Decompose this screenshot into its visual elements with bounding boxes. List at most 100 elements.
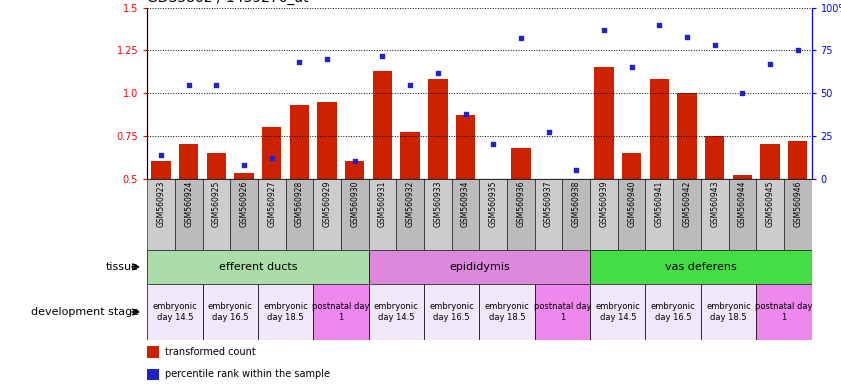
Bar (368, 284, 424, 340)
Bar (677, 93, 696, 179)
Bar (258, 179, 286, 250)
Text: postnatal day
1: postnatal day 1 (312, 302, 370, 322)
Bar (479, 179, 507, 250)
Bar (649, 79, 669, 179)
Bar (424, 284, 479, 340)
Bar (733, 175, 752, 179)
Point (542, 129, 555, 136)
Bar (230, 179, 258, 250)
Bar (788, 141, 807, 179)
Point (625, 65, 638, 71)
Bar (317, 102, 336, 179)
Text: embryonic
day 18.5: embryonic day 18.5 (706, 302, 751, 322)
Text: GSM560943: GSM560943 (710, 181, 719, 227)
Bar (535, 284, 590, 340)
Bar (456, 115, 475, 179)
Point (320, 56, 334, 62)
Bar (535, 179, 563, 250)
Bar (147, 179, 175, 250)
Bar (400, 132, 420, 179)
Bar (262, 127, 282, 179)
Point (237, 162, 251, 168)
Bar (479, 284, 535, 340)
Text: GSM560928: GSM560928 (295, 181, 304, 227)
Text: GSM560926: GSM560926 (240, 181, 249, 227)
Text: GSM560942: GSM560942 (683, 181, 691, 227)
Bar (147, 250, 368, 284)
Bar (756, 179, 784, 250)
Bar (258, 284, 313, 340)
Text: percentile rank within the sample: percentile rank within the sample (166, 369, 331, 379)
Text: GSM560940: GSM560940 (627, 181, 636, 227)
Bar (646, 284, 701, 340)
Bar (673, 179, 701, 250)
Bar (341, 179, 368, 250)
Text: GSM560929: GSM560929 (323, 181, 331, 227)
Bar (701, 179, 728, 250)
Text: GSM560937: GSM560937 (544, 181, 553, 227)
Text: GSM560934: GSM560934 (461, 181, 470, 227)
Text: GSM560936: GSM560936 (516, 181, 526, 227)
Bar (147, 284, 203, 340)
Text: epididymis: epididymis (449, 262, 510, 272)
Text: GSM560927: GSM560927 (267, 181, 276, 227)
Text: postnatal day
1: postnatal day 1 (755, 302, 812, 322)
Point (404, 81, 417, 88)
Point (348, 159, 362, 165)
Bar (705, 136, 724, 179)
Point (459, 111, 473, 117)
Text: GSM560944: GSM560944 (738, 181, 747, 227)
Bar (428, 79, 447, 179)
Bar (646, 179, 673, 250)
Point (736, 90, 749, 96)
Point (597, 27, 611, 33)
Text: embryonic
day 16.5: embryonic day 16.5 (651, 302, 696, 322)
Point (764, 61, 777, 67)
Bar (484, 179, 503, 184)
Text: vas deferens: vas deferens (665, 262, 737, 272)
Text: embryonic
day 18.5: embryonic day 18.5 (484, 302, 530, 322)
Point (653, 22, 666, 28)
Bar (590, 179, 618, 250)
Text: postnatal day
1: postnatal day 1 (534, 302, 591, 322)
Bar (147, 369, 159, 379)
Text: GSM560935: GSM560935 (489, 181, 498, 227)
Bar (313, 284, 368, 340)
Text: GSM560924: GSM560924 (184, 181, 193, 227)
Bar (622, 153, 642, 179)
Text: GSM560931: GSM560931 (378, 181, 387, 227)
Bar (235, 174, 254, 179)
Bar (590, 250, 812, 284)
Bar (373, 71, 392, 179)
Text: embryonic
day 14.5: embryonic day 14.5 (374, 302, 419, 322)
Bar (728, 179, 756, 250)
Bar (290, 105, 309, 179)
Text: GSM560932: GSM560932 (405, 181, 415, 227)
Bar (567, 179, 586, 208)
Bar (179, 144, 198, 179)
Bar (313, 179, 341, 250)
Bar (595, 68, 614, 179)
Text: embryonic
day 14.5: embryonic day 14.5 (152, 302, 198, 322)
Bar (701, 284, 756, 340)
Bar (452, 179, 479, 250)
Bar (151, 162, 171, 179)
Text: GSM560925: GSM560925 (212, 181, 221, 227)
Point (680, 34, 694, 40)
Text: development stage: development stage (30, 307, 139, 317)
Bar (784, 179, 812, 250)
Bar (618, 179, 645, 250)
Bar (203, 179, 230, 250)
Text: GSM560945: GSM560945 (765, 181, 775, 227)
Bar (760, 144, 780, 179)
Bar (286, 179, 313, 250)
Bar (563, 179, 590, 250)
Text: embryonic
day 16.5: embryonic day 16.5 (429, 302, 474, 322)
Bar (511, 148, 531, 179)
Point (486, 141, 500, 147)
Text: GSM560930: GSM560930 (351, 181, 359, 227)
Point (293, 59, 306, 65)
Bar (590, 284, 645, 340)
Point (791, 47, 805, 53)
Bar (147, 346, 159, 358)
